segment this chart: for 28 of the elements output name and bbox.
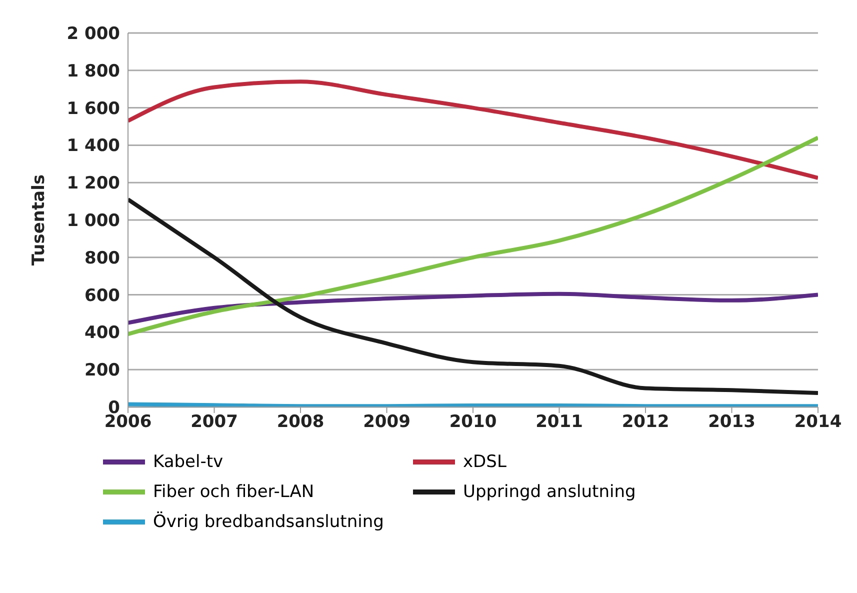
y-tick-label: 200 <box>84 360 120 381</box>
y-tick-label: 2 000 <box>66 24 120 44</box>
y-tick-label: 400 <box>84 323 120 344</box>
legend-label: Uppringd anslutning <box>463 482 636 502</box>
x-tick-label: 2011 <box>536 412 583 432</box>
x-tick-label: 2008 <box>276 412 324 432</box>
y-tick-label: 1 400 <box>66 136 120 156</box>
legend-label: Fiber och fiber-LAN <box>153 482 314 502</box>
line-series <box>128 136 818 336</box>
line-series <box>128 197 818 395</box>
x-tick-label: 2014 <box>794 412 842 432</box>
line-series <box>128 292 818 325</box>
x-tick-label: 2012 <box>622 412 670 432</box>
y-axis-title: Tusentals <box>29 174 50 266</box>
y-tick-label: 1 800 <box>66 61 120 82</box>
y-tick-label: 800 <box>84 248 120 268</box>
x-tick-label: 2009 <box>363 412 410 432</box>
y-tick-label: 600 <box>84 286 120 306</box>
x-tick-label: 2013 <box>708 412 756 432</box>
y-tick-label: 1 000 <box>66 211 120 232</box>
legend-label: xDSL <box>463 452 506 472</box>
line-series <box>128 80 818 180</box>
x-tick-label: 2007 <box>190 412 238 432</box>
x-tick-label: 2010 <box>449 412 497 432</box>
legend-label: Kabel-tv <box>153 452 224 472</box>
y-tick-label: 1 600 <box>66 98 120 119</box>
legend-label: Övrig bredbandsanslutning <box>153 512 384 532</box>
y-tick-label: 1 200 <box>66 174 120 194</box>
